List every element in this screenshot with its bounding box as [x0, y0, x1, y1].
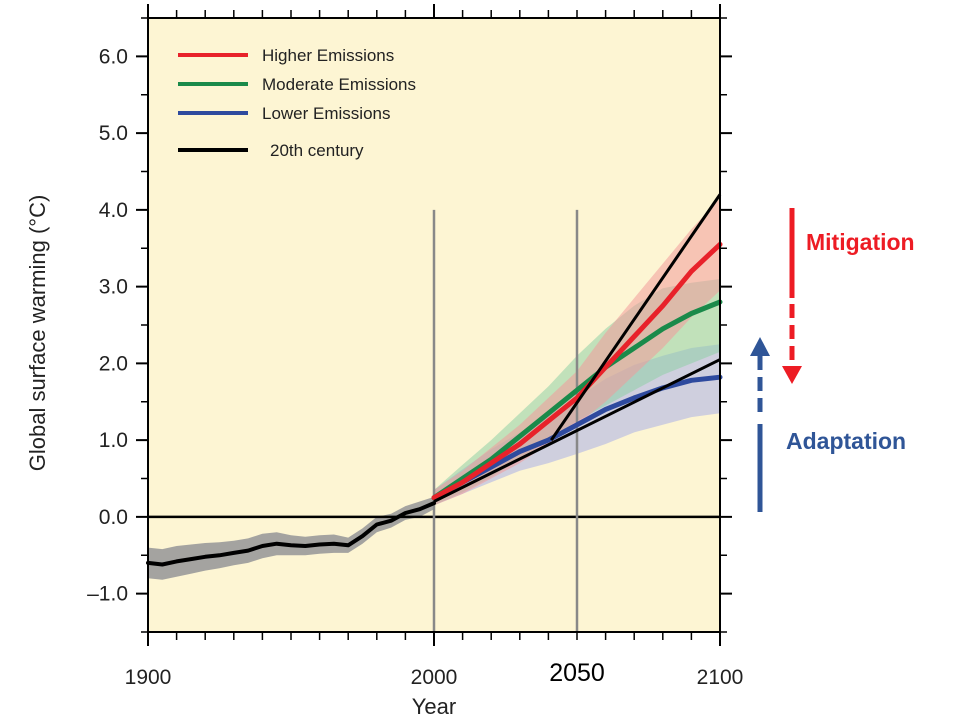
x-tick-label: 2000	[411, 666, 458, 689]
legend: Higher Emissions Moderate Emissions Lower …	[178, 46, 416, 160]
y-tick-label: 6.0	[99, 45, 128, 68]
band-20th-century	[148, 496, 434, 580]
mitigation-arrowhead	[782, 366, 802, 384]
y-tick-label: 4.0	[99, 199, 128, 222]
y-tick-label: 0.0	[99, 506, 128, 529]
y-axis-label: Global surface warming (°C)	[25, 195, 50, 472]
trend-line-1	[433, 358, 721, 503]
x-tick-label: 2050	[549, 659, 605, 687]
band-higher-emissions	[434, 198, 720, 506]
series-line-20th-century	[146, 501, 436, 567]
x-tick-label: 1900	[125, 666, 172, 689]
series-lines	[146, 193, 723, 567]
x-axis-label: Year	[412, 694, 456, 719]
y-tick-label: –1.0	[87, 583, 128, 606]
trend-line-2	[550, 193, 722, 441]
annotations: Mitigation Adaptation	[750, 208, 915, 512]
adaptation-label: Adaptation	[786, 428, 906, 454]
y-tick-label: 1.0	[99, 429, 128, 452]
adaptation-arrowhead	[750, 337, 770, 356]
legend-label-20th-century: 20th century	[270, 141, 364, 160]
legend-label-lower-emissions: Lower Emissions	[262, 104, 391, 123]
y-tick-label: 5.0	[99, 122, 128, 145]
y-tick-label: 3.0	[99, 276, 128, 299]
axis-ticks: –1.0 0.0 1.0 2.0 3.0 4.0 5.0 6.0 1900 2000 2050 210…	[87, 4, 743, 689]
legend-label-higher-emissions: Higher Emissions	[262, 46, 394, 65]
reference-lines	[148, 209, 720, 632]
y-tick-label: 2.0	[99, 352, 128, 375]
x-tick-label: 2100	[697, 666, 744, 689]
series-line-higher-emissions	[431, 241, 723, 501]
mitigation-label: Mitigation	[806, 229, 915, 255]
series-line-moderate-emissions	[431, 299, 723, 501]
legend-label-moderate-emissions: Moderate Emissions	[262, 75, 416, 94]
